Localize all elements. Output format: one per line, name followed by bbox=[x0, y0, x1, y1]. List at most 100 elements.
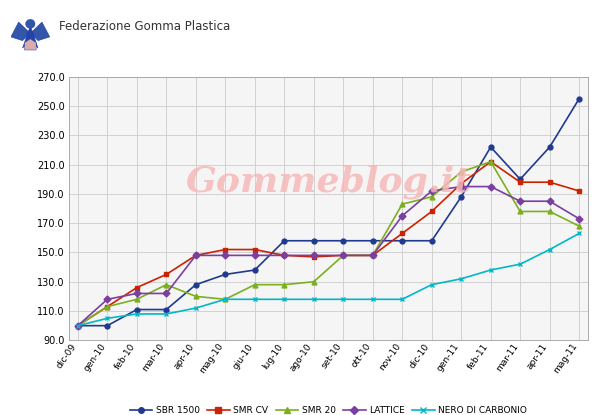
SBR 1500 bbox=[575, 96, 583, 101]
SMR 20 bbox=[398, 202, 406, 207]
SMR 20 bbox=[192, 294, 199, 299]
LATTICE bbox=[281, 253, 288, 258]
SMR CV bbox=[74, 323, 82, 328]
SMR CV bbox=[163, 272, 170, 277]
SBR 1500 bbox=[340, 238, 347, 243]
SBR 1500 bbox=[104, 323, 111, 328]
SMR 20 bbox=[487, 159, 494, 164]
LATTICE bbox=[340, 253, 347, 258]
Line: SBR 1500: SBR 1500 bbox=[76, 96, 581, 328]
NERO DI CARBONIO bbox=[133, 311, 140, 317]
SBR 1500 bbox=[163, 307, 170, 312]
SBR 1500 bbox=[458, 194, 465, 199]
LATTICE bbox=[133, 291, 140, 296]
SMR CV bbox=[546, 180, 553, 185]
Circle shape bbox=[26, 20, 35, 28]
LATTICE bbox=[104, 297, 111, 302]
SBR 1500 bbox=[192, 282, 199, 287]
SBR 1500 bbox=[310, 238, 317, 243]
NERO DI CARBONIO bbox=[546, 247, 553, 252]
Line: SMR CV: SMR CV bbox=[76, 159, 581, 328]
SMR CV bbox=[251, 247, 259, 252]
NERO DI CARBONIO bbox=[104, 316, 111, 321]
NERO DI CARBONIO bbox=[251, 297, 259, 302]
SMR CV bbox=[340, 253, 347, 258]
SBR 1500 bbox=[546, 144, 553, 149]
SMR 20 bbox=[221, 297, 229, 302]
SBR 1500 bbox=[281, 238, 288, 243]
Legend: SBR 1500, SMR CV, SMR 20, LATTICE, NERO DI CARBONIO: SBR 1500, SMR CV, SMR 20, LATTICE, NERO … bbox=[126, 403, 531, 415]
SMR 20 bbox=[428, 194, 436, 199]
NERO DI CARBONIO bbox=[369, 297, 376, 302]
SMR CV bbox=[104, 304, 111, 309]
SMR 20 bbox=[281, 282, 288, 287]
SBR 1500 bbox=[133, 307, 140, 312]
Line: SMR 20: SMR 20 bbox=[76, 159, 581, 328]
SMR CV bbox=[221, 247, 229, 252]
SMR 20 bbox=[458, 169, 465, 174]
SMR CV bbox=[369, 253, 376, 258]
SBR 1500 bbox=[487, 144, 494, 149]
SMR CV bbox=[428, 209, 436, 214]
SMR 20 bbox=[74, 323, 82, 328]
SMR 20 bbox=[133, 297, 140, 302]
Text: Gommeblog.it: Gommeblog.it bbox=[185, 165, 472, 200]
SBR 1500 bbox=[251, 268, 259, 273]
SMR CV bbox=[487, 159, 494, 164]
NERO DI CARBONIO bbox=[428, 282, 436, 287]
SMR CV bbox=[133, 285, 140, 290]
SMR CV bbox=[281, 253, 288, 258]
LATTICE bbox=[575, 216, 583, 221]
Line: LATTICE: LATTICE bbox=[76, 184, 581, 328]
SBR 1500 bbox=[398, 238, 406, 243]
NERO DI CARBONIO bbox=[192, 305, 199, 310]
SMR 20 bbox=[163, 282, 170, 287]
Text: Federazione Gomma Plastica: Federazione Gomma Plastica bbox=[59, 20, 230, 34]
Polygon shape bbox=[23, 26, 38, 48]
NERO DI CARBONIO bbox=[74, 323, 82, 328]
LATTICE bbox=[74, 323, 82, 328]
SBR 1500 bbox=[428, 238, 436, 243]
LATTICE bbox=[458, 184, 465, 189]
NERO DI CARBONIO bbox=[487, 268, 494, 273]
SMR 20 bbox=[104, 304, 111, 309]
NERO DI CARBONIO bbox=[221, 297, 229, 302]
NERO DI CARBONIO bbox=[310, 297, 317, 302]
NERO DI CARBONIO bbox=[163, 311, 170, 317]
SMR CV bbox=[575, 188, 583, 193]
LATTICE bbox=[221, 253, 229, 258]
NERO DI CARBONIO bbox=[575, 231, 583, 236]
LATTICE bbox=[251, 253, 259, 258]
Polygon shape bbox=[25, 39, 36, 50]
LATTICE bbox=[369, 253, 376, 258]
Polygon shape bbox=[11, 22, 31, 41]
LATTICE bbox=[192, 253, 199, 258]
SMR CV bbox=[517, 180, 524, 185]
NERO DI CARBONIO bbox=[340, 297, 347, 302]
LATTICE bbox=[398, 213, 406, 218]
Polygon shape bbox=[31, 22, 50, 41]
SMR 20 bbox=[340, 253, 347, 258]
SMR CV bbox=[458, 181, 465, 186]
SMR CV bbox=[192, 253, 199, 258]
LATTICE bbox=[546, 199, 553, 204]
SMR 20 bbox=[575, 224, 583, 229]
NERO DI CARBONIO bbox=[281, 297, 288, 302]
LATTICE bbox=[517, 199, 524, 204]
NERO DI CARBONIO bbox=[458, 276, 465, 281]
SMR 20 bbox=[251, 282, 259, 287]
LATTICE bbox=[487, 184, 494, 189]
SMR 20 bbox=[517, 209, 524, 214]
Line: NERO DI CARBONIO: NERO DI CARBONIO bbox=[76, 231, 581, 328]
LATTICE bbox=[163, 291, 170, 296]
SBR 1500 bbox=[74, 323, 82, 328]
NERO DI CARBONIO bbox=[398, 297, 406, 302]
SMR CV bbox=[310, 254, 317, 259]
LATTICE bbox=[310, 253, 317, 258]
SMR 20 bbox=[546, 209, 553, 214]
SBR 1500 bbox=[221, 272, 229, 277]
SMR 20 bbox=[369, 253, 376, 258]
LATTICE bbox=[428, 188, 436, 193]
SBR 1500 bbox=[369, 238, 376, 243]
SBR 1500 bbox=[517, 177, 524, 182]
